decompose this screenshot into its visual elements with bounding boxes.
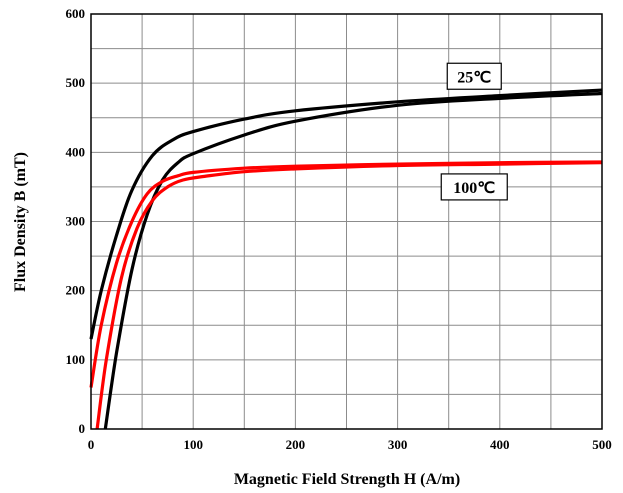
annotation-label: 100℃	[453, 180, 495, 197]
y-tick-label: 300	[66, 214, 86, 229]
y-tick-labels: 0 100 200 300 400 500 600	[66, 6, 86, 436]
annotation-box: 25℃	[446, 62, 502, 90]
plot-frame	[90, 13, 603, 430]
curve-series-1	[89, 88, 603, 340]
x-tick-label: 100	[183, 437, 203, 452]
x-axis-title: Magnetic Field Strength H (A/m)	[234, 471, 460, 488]
annotation-frame	[446, 62, 502, 90]
x-tick-labels: 0 100 200 300 400 500	[88, 437, 612, 452]
x-tick-label: 300	[388, 437, 408, 452]
y-axis-title: Flux Density B (mT)	[12, 152, 29, 292]
x-tick-label: 0	[88, 437, 95, 452]
x-tick-label: 500	[592, 437, 612, 452]
curve-series-2	[103, 91, 603, 430]
annotation-frame	[440, 173, 508, 201]
y-tick-label: 500	[66, 75, 86, 90]
x-tick-label: 200	[286, 437, 306, 452]
y-tick-label: 600	[66, 6, 86, 21]
annotation-label: 25℃	[457, 69, 491, 86]
y-tick-label: 200	[66, 283, 86, 298]
y-tick-label: 400	[66, 144, 86, 159]
y-tick-label: 100	[66, 352, 86, 367]
annotations: 25℃ 100℃	[440, 62, 508, 201]
x-tick-label: 400	[490, 437, 510, 452]
grid-lines	[91, 14, 602, 429]
curve-series-4	[95, 161, 603, 430]
curves	[89, 88, 603, 430]
y-tick-label: 0	[79, 421, 86, 436]
annotation-box: 100℃	[440, 173, 508, 201]
